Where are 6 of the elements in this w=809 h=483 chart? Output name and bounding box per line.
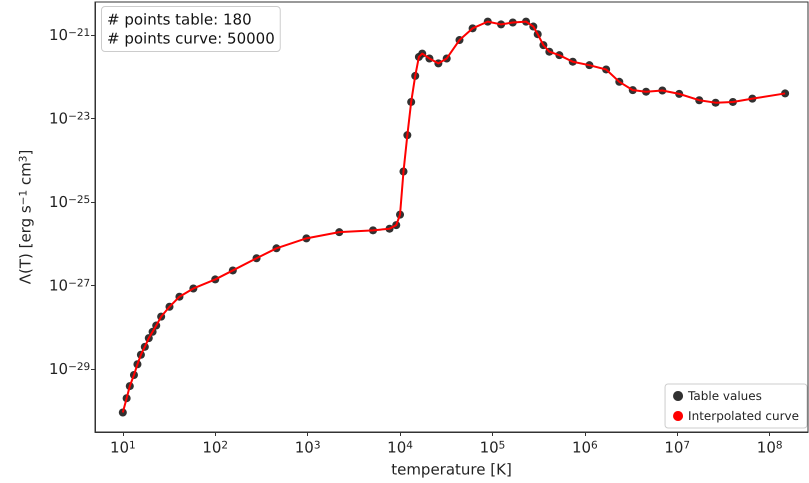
y-axis-title: Λ(T) [erg s−1 cm3] [16, 150, 34, 284]
x-axis-title: temperature [K] [391, 460, 512, 478]
legend-label: Interpolated curve [688, 409, 799, 423]
legend-label: Table values [687, 389, 762, 403]
annotation: # points curve: 50000 [107, 30, 275, 48]
annotation: # points table: 180 [107, 10, 252, 28]
